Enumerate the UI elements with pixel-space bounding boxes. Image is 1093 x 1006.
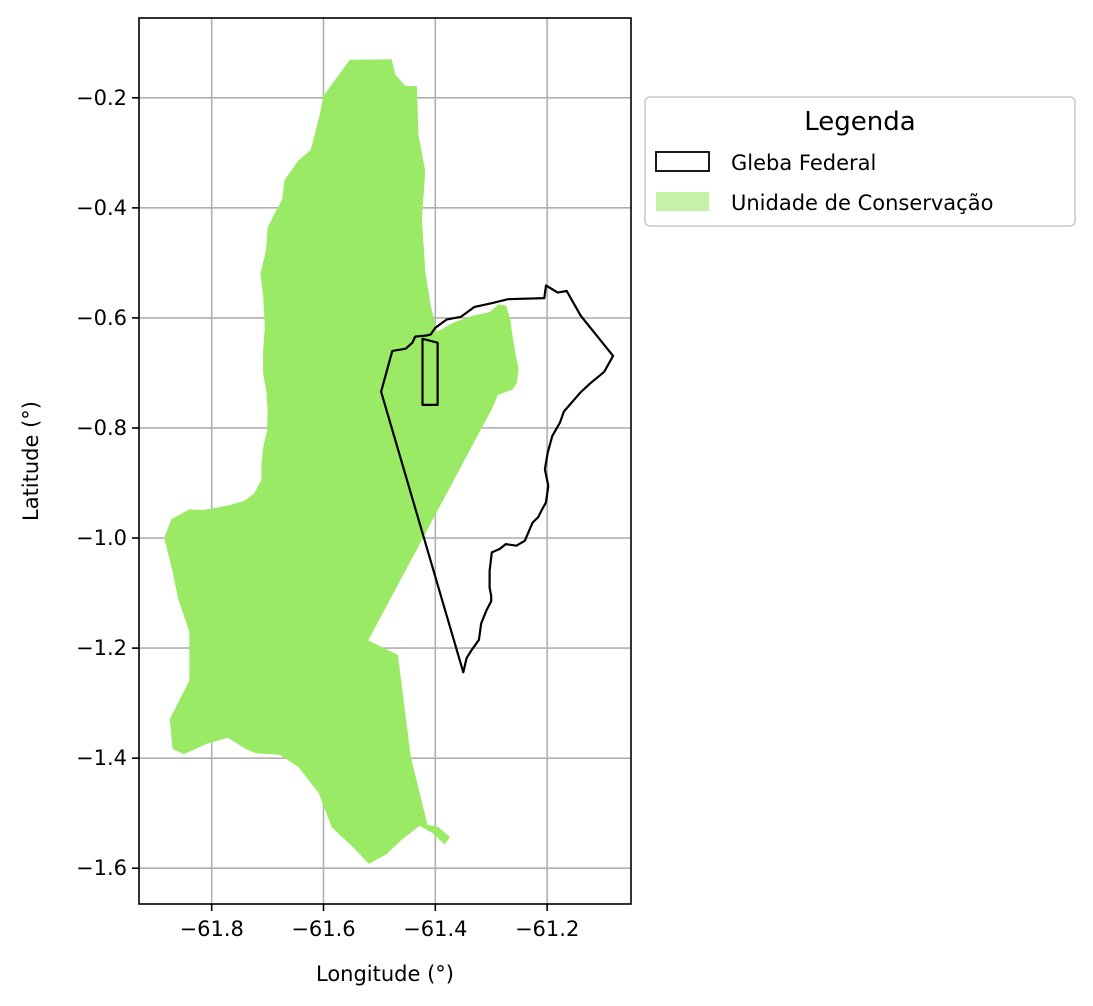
plot-area: −61.8 −61.6 −61.4 −61.2 −0.2 −0.4 −0.6 −0.8 −1.0… — [76, 17, 632, 941]
plot-frame — [138, 17, 632, 905]
y-tick-label: −1.2 — [76, 636, 127, 660]
legend-label-gleba-federal: Gleba Federal — [731, 151, 876, 175]
y-tick-label: −0.4 — [76, 196, 127, 220]
y-tick-label: −0.2 — [76, 86, 127, 110]
legend-box — [644, 96, 1076, 227]
legend-title: Legenda — [804, 107, 915, 137]
conservation-unit-polygon — [164, 59, 519, 864]
y-tick-label: −1.6 — [76, 856, 127, 880]
federal-gleba-outline — [421, 337, 439, 406]
axis-ticks: −61.8 −61.6 −61.4 −61.2 −0.2 −0.4 −0.6 −0.8 −1.0… — [76, 86, 579, 941]
y-tick-label: −1.0 — [76, 526, 127, 550]
legend: Legenda Gleba Federal Unidade de Conserv… — [644, 96, 1076, 227]
x-tick-label: −61.2 — [515, 917, 579, 941]
x-tick-label: −61.4 — [403, 917, 467, 941]
map-layers — [164, 59, 615, 864]
legend-swatch-gleba-federal — [655, 151, 710, 172]
x-tick-label: −61.8 — [180, 917, 244, 941]
x-axis-title: Longitude (°) — [316, 962, 454, 986]
legend-swatch-unidade-de-conservacao — [656, 192, 709, 211]
x-tick-label: −61.6 — [291, 917, 355, 941]
y-axis-title: Latitude (°) — [19, 401, 43, 521]
y-tick-label: −0.8 — [76, 416, 127, 440]
legend-label-unidade-de-conservacao: Unidade de Conservação — [731, 191, 993, 215]
y-tick-label: −1.4 — [76, 746, 127, 770]
federal-gleba-outline — [380, 284, 615, 674]
y-tick-label: −0.6 — [76, 306, 127, 330]
